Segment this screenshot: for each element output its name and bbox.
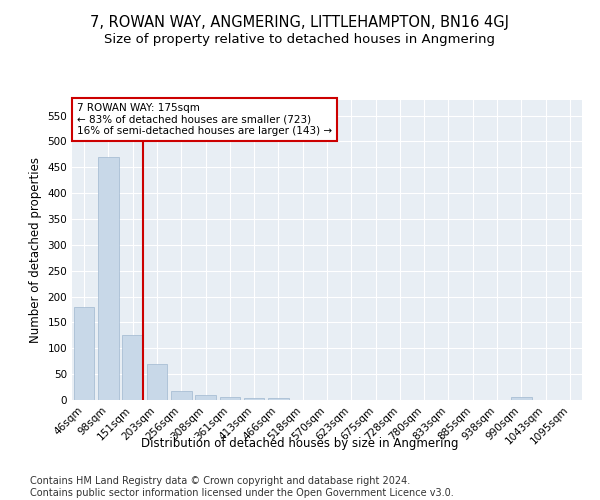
- Bar: [244, 398, 265, 400]
- Bar: [268, 398, 289, 400]
- Text: 7, ROWAN WAY, ANGMERING, LITTLEHAMPTON, BN16 4GJ: 7, ROWAN WAY, ANGMERING, LITTLEHAMPTON, …: [91, 15, 509, 30]
- Y-axis label: Number of detached properties: Number of detached properties: [29, 157, 42, 343]
- Bar: [74, 307, 94, 400]
- Bar: [511, 398, 532, 400]
- Bar: [146, 364, 167, 400]
- Text: 7 ROWAN WAY: 175sqm
← 83% of detached houses are smaller (723)
16% of semi-detac: 7 ROWAN WAY: 175sqm ← 83% of detached ho…: [77, 103, 332, 136]
- Text: Distribution of detached houses by size in Angmering: Distribution of detached houses by size …: [141, 438, 459, 450]
- Text: Size of property relative to detached houses in Angmering: Size of property relative to detached ho…: [104, 32, 496, 46]
- Bar: [195, 395, 216, 400]
- Bar: [220, 397, 240, 400]
- Bar: [122, 336, 143, 400]
- Bar: [98, 157, 119, 400]
- Bar: [171, 390, 191, 400]
- Text: Contains HM Land Registry data © Crown copyright and database right 2024.
Contai: Contains HM Land Registry data © Crown c…: [30, 476, 454, 498]
